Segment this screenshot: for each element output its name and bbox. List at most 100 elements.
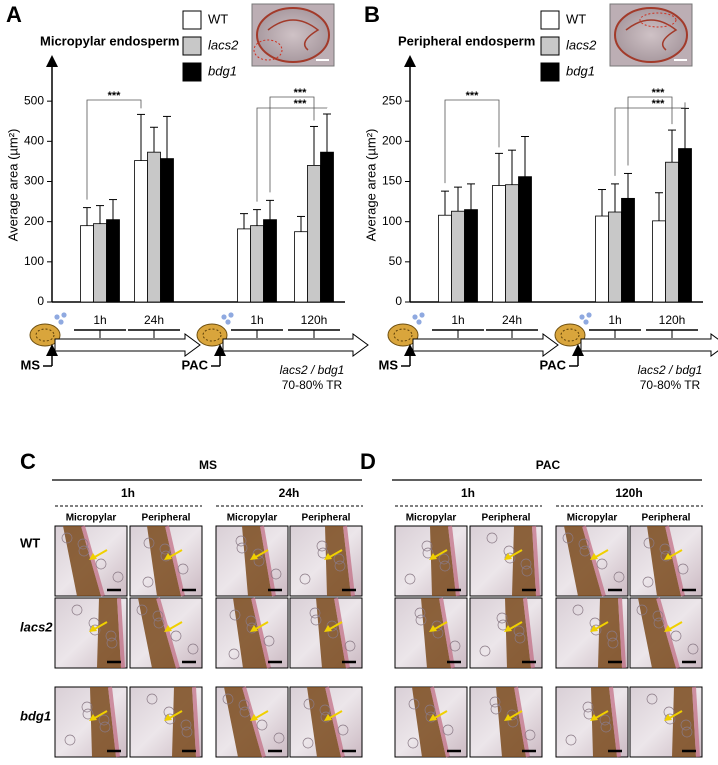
water-drop [419, 312, 425, 318]
significance-label: *** [108, 90, 122, 102]
cell [572, 604, 584, 616]
seed-coat-edge [665, 525, 685, 597]
seed-coat-band [63, 526, 101, 596]
cell [653, 617, 665, 629]
cell [514, 632, 526, 644]
cell [677, 563, 689, 575]
cell [449, 640, 461, 652]
legend-swatch [182, 36, 202, 56]
x-tick-label: 120h [659, 313, 686, 327]
seed-icon [387, 323, 419, 347]
row-label: bdg1 [20, 708, 51, 723]
y-tick-label: 50 [389, 254, 403, 268]
y-tick-label: 100 [382, 214, 402, 228]
bar [93, 223, 107, 303]
column-label: Micropylar [406, 513, 457, 524]
cell [606, 630, 618, 642]
seed-coat-band [512, 526, 536, 596]
arrow-head [164, 553, 172, 560]
cell [105, 630, 117, 642]
column-label: Micropylar [66, 513, 117, 524]
y-tick-label: 0 [395, 294, 402, 308]
water-drop [586, 312, 592, 318]
seed-coat-edge [242, 686, 266, 758]
bar [160, 158, 174, 303]
seed-coat-band [598, 598, 622, 668]
seed-coat-band [90, 687, 116, 757]
cell [565, 734, 577, 746]
cell [590, 624, 602, 636]
cell [177, 563, 189, 575]
cell [607, 637, 619, 649]
cell [513, 625, 525, 637]
cell [520, 558, 532, 570]
bar [134, 160, 148, 303]
inset-seed [256, 7, 330, 63]
seed-coat-edge [430, 686, 450, 758]
cell [99, 721, 111, 733]
cell [646, 693, 658, 705]
bar [678, 148, 692, 303]
timeline-arrow [222, 333, 369, 357]
panel-letter: A [6, 2, 22, 27]
legend-swatch [182, 10, 202, 30]
bar [250, 225, 264, 303]
arrow-head [89, 625, 97, 632]
water-drop [225, 319, 231, 325]
arrow-head [429, 714, 437, 721]
seed-coat-band [224, 687, 262, 757]
y-tick-label: 500 [24, 93, 44, 107]
cell [136, 604, 148, 616]
bar [147, 151, 161, 303]
cell [439, 560, 451, 572]
cell [600, 721, 612, 733]
legend-label: lacs2 [208, 37, 239, 52]
seed-embryo [35, 328, 55, 342]
arrow-head [324, 553, 332, 560]
group-label: MS [21, 357, 41, 372]
seed-coat-edge [582, 525, 606, 597]
bar [621, 197, 635, 303]
inset-region [253, 39, 283, 61]
condition-label: PAC [536, 458, 561, 472]
bar [237, 228, 251, 303]
seed-coat-band [647, 526, 681, 596]
seed-coat-edge [251, 597, 271, 669]
group-label: PAC [540, 357, 567, 372]
arrow-head [504, 625, 512, 632]
inset-embryo [267, 19, 320, 51]
condition-label: MS [199, 458, 217, 472]
panel-letter: C [20, 449, 36, 474]
cell [652, 610, 664, 622]
y-axis-label: Average area (µm²) [5, 129, 20, 242]
seed-coat-edge [523, 597, 535, 669]
arrow-head [590, 553, 598, 560]
cell [229, 609, 241, 621]
cell [81, 701, 93, 713]
seed-coat-edge [514, 686, 530, 758]
column-label: Peripheral [482, 513, 531, 524]
significance-bracket [256, 107, 328, 202]
cell [299, 573, 311, 585]
cell [245, 615, 257, 627]
cell [599, 714, 611, 726]
column-label: Peripheral [302, 513, 351, 524]
cell [438, 553, 450, 565]
cell [170, 630, 182, 642]
arrow-head [324, 714, 332, 721]
cell [562, 532, 574, 544]
seed-coat-band [591, 687, 617, 757]
cell [239, 706, 251, 718]
x-tick-label: 1h [608, 313, 621, 327]
seed-coat-band [97, 598, 121, 668]
cell [582, 701, 594, 713]
legend-swatch [182, 62, 202, 82]
cell [337, 724, 349, 736]
water-drop [416, 319, 422, 325]
water-drop [61, 312, 67, 318]
seed-coat-edge [618, 597, 626, 669]
cell [442, 724, 454, 736]
cell [159, 543, 171, 555]
cell [180, 719, 192, 731]
arrow-head [590, 625, 598, 632]
